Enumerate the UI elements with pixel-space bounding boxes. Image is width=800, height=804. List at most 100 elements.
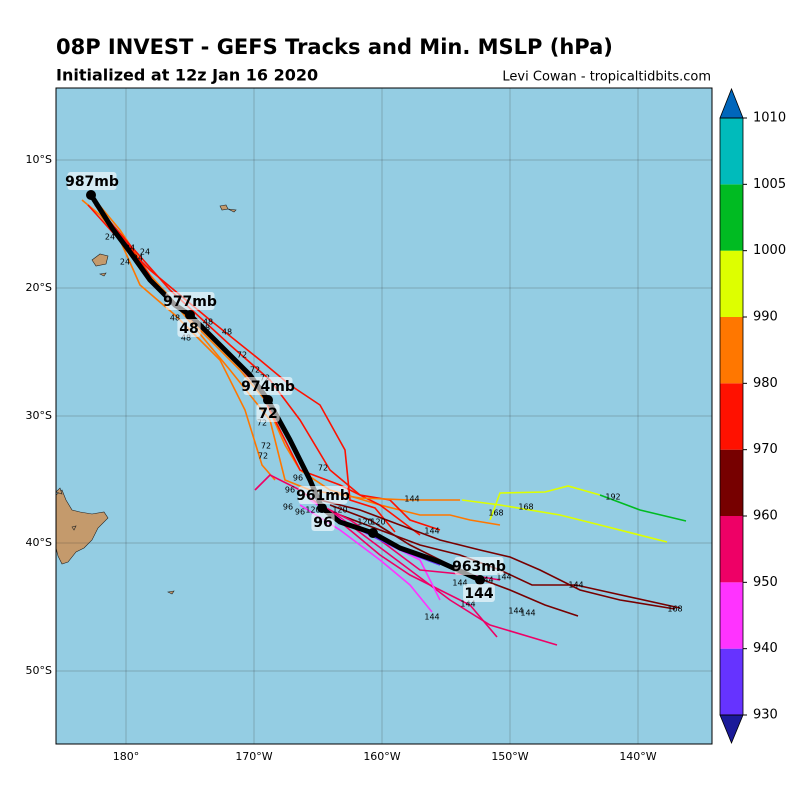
hour-label: 168 xyxy=(667,605,682,614)
mean-point xyxy=(86,190,96,200)
colorbar-segment xyxy=(720,184,743,251)
colorbar-tick-label: 970 xyxy=(753,442,778,457)
hour-label: 120 xyxy=(305,506,320,515)
colorbar-tick-label: 1000 xyxy=(753,243,786,258)
subtitle: Initialized at 12z Jan 16 2020 xyxy=(56,66,318,85)
label-box xyxy=(463,584,495,602)
colorbar-segment xyxy=(720,648,743,715)
member-track xyxy=(254,474,501,581)
hour-label: 24 xyxy=(120,258,130,267)
colorbar-tick-label: 930 xyxy=(753,708,778,723)
hour-label: 144 xyxy=(496,573,511,582)
hour-label: 72 xyxy=(250,366,260,375)
label-box xyxy=(67,172,117,190)
mean-label: 974mb xyxy=(241,379,295,395)
mean-point xyxy=(368,528,378,538)
label-box xyxy=(256,404,280,422)
lon-label: 170°W xyxy=(235,750,272,763)
hour-label: 144 xyxy=(508,607,523,616)
hour-label: 24 xyxy=(133,254,143,263)
hour-label: 144 xyxy=(568,581,583,590)
member-track xyxy=(319,499,676,610)
hour-label: 72 xyxy=(257,419,267,428)
mean-label: 48 xyxy=(179,321,198,337)
hour-label: 144 xyxy=(460,600,475,609)
hour-label: 24 xyxy=(125,244,135,253)
hour-label: 120 xyxy=(357,518,372,527)
lat-label: 10°S xyxy=(26,153,52,166)
lat-label: 50°S xyxy=(26,664,52,677)
hour-label: 144 xyxy=(424,613,439,622)
colorbar-segment xyxy=(720,383,743,450)
hour-label: 144 xyxy=(424,527,439,536)
hour-label: 48 xyxy=(181,334,191,343)
hour-label: 96 xyxy=(285,486,295,495)
hour-label: 192 xyxy=(605,493,620,502)
colorbar-tick-label: 1005 xyxy=(753,177,786,192)
mean-label: 987mb xyxy=(65,174,119,190)
mean-point xyxy=(317,503,327,513)
colorbar-segment xyxy=(720,582,743,649)
member-track xyxy=(489,485,601,521)
hour-label: 144 xyxy=(478,576,493,585)
colorbar-segment xyxy=(720,250,743,317)
mean-point xyxy=(263,395,273,405)
hour-label: 72 xyxy=(237,351,247,360)
label-box xyxy=(298,486,348,504)
member-track xyxy=(461,499,668,543)
lon-label: 160°W xyxy=(363,750,400,763)
colorbar-extend xyxy=(719,714,744,745)
hour-label: 24 xyxy=(140,248,150,257)
credit: Levi Cowan - tropicaltidbits.com xyxy=(502,70,711,85)
lon-label: 140°W xyxy=(619,750,656,763)
label-box xyxy=(177,319,201,337)
colorbar-segment xyxy=(720,516,743,583)
mean-point xyxy=(475,575,485,585)
hour-label: 24 xyxy=(105,233,115,242)
hour-label: 144 xyxy=(452,579,467,588)
label-box xyxy=(311,513,335,531)
lon-label: 150°W xyxy=(491,750,528,763)
lat-label: 40°S xyxy=(26,536,52,549)
label-box xyxy=(454,557,504,575)
title: 08P INVEST - GEFS Tracks and Min. MSLP (… xyxy=(56,35,613,59)
hour-label: 96 xyxy=(293,474,303,483)
mean-point xyxy=(185,310,195,320)
hour-label: 72 xyxy=(261,442,271,451)
hour-label: 48 xyxy=(203,318,213,327)
colorbar-tick-label: 960 xyxy=(753,509,778,524)
hour-label: 96 xyxy=(283,503,293,512)
hour-label: 48 xyxy=(200,324,210,333)
member-track xyxy=(319,504,498,638)
member-track xyxy=(599,494,687,522)
colorbar-extend xyxy=(719,87,744,119)
hour-label: 48 xyxy=(170,314,180,323)
hour-label: 120 xyxy=(332,506,347,515)
member-track xyxy=(94,199,501,526)
hour-label: 48 xyxy=(222,328,232,337)
hour-label: 144 xyxy=(404,495,419,504)
colorbar-frame xyxy=(719,117,744,716)
hour-label: 120 xyxy=(370,518,385,527)
hour-label: 72 xyxy=(258,452,268,461)
colorbar-segment xyxy=(720,317,743,384)
colorbar-segment xyxy=(720,118,743,185)
lat-label: 20°S xyxy=(26,281,52,294)
label-box xyxy=(165,292,215,310)
colorbar-tick-label: 940 xyxy=(753,641,778,656)
colorbar-segment xyxy=(720,449,743,516)
colorbar-tick-label: 1010 xyxy=(753,111,786,126)
hour-label: 168 xyxy=(518,503,533,512)
lon-label: 180° xyxy=(113,750,140,763)
hour-label: 168 xyxy=(488,509,503,518)
member-track xyxy=(99,209,441,531)
lat-label: 30°S xyxy=(26,409,52,422)
hour-label: 144 xyxy=(520,609,535,618)
mean-label: 977mb xyxy=(163,294,217,310)
mean-label: 963mb xyxy=(452,559,506,575)
colorbar-tick-label: 980 xyxy=(753,376,778,391)
hour-label: 96 xyxy=(295,508,305,517)
member-track xyxy=(329,509,558,646)
mean-label: 961mb xyxy=(296,488,350,504)
